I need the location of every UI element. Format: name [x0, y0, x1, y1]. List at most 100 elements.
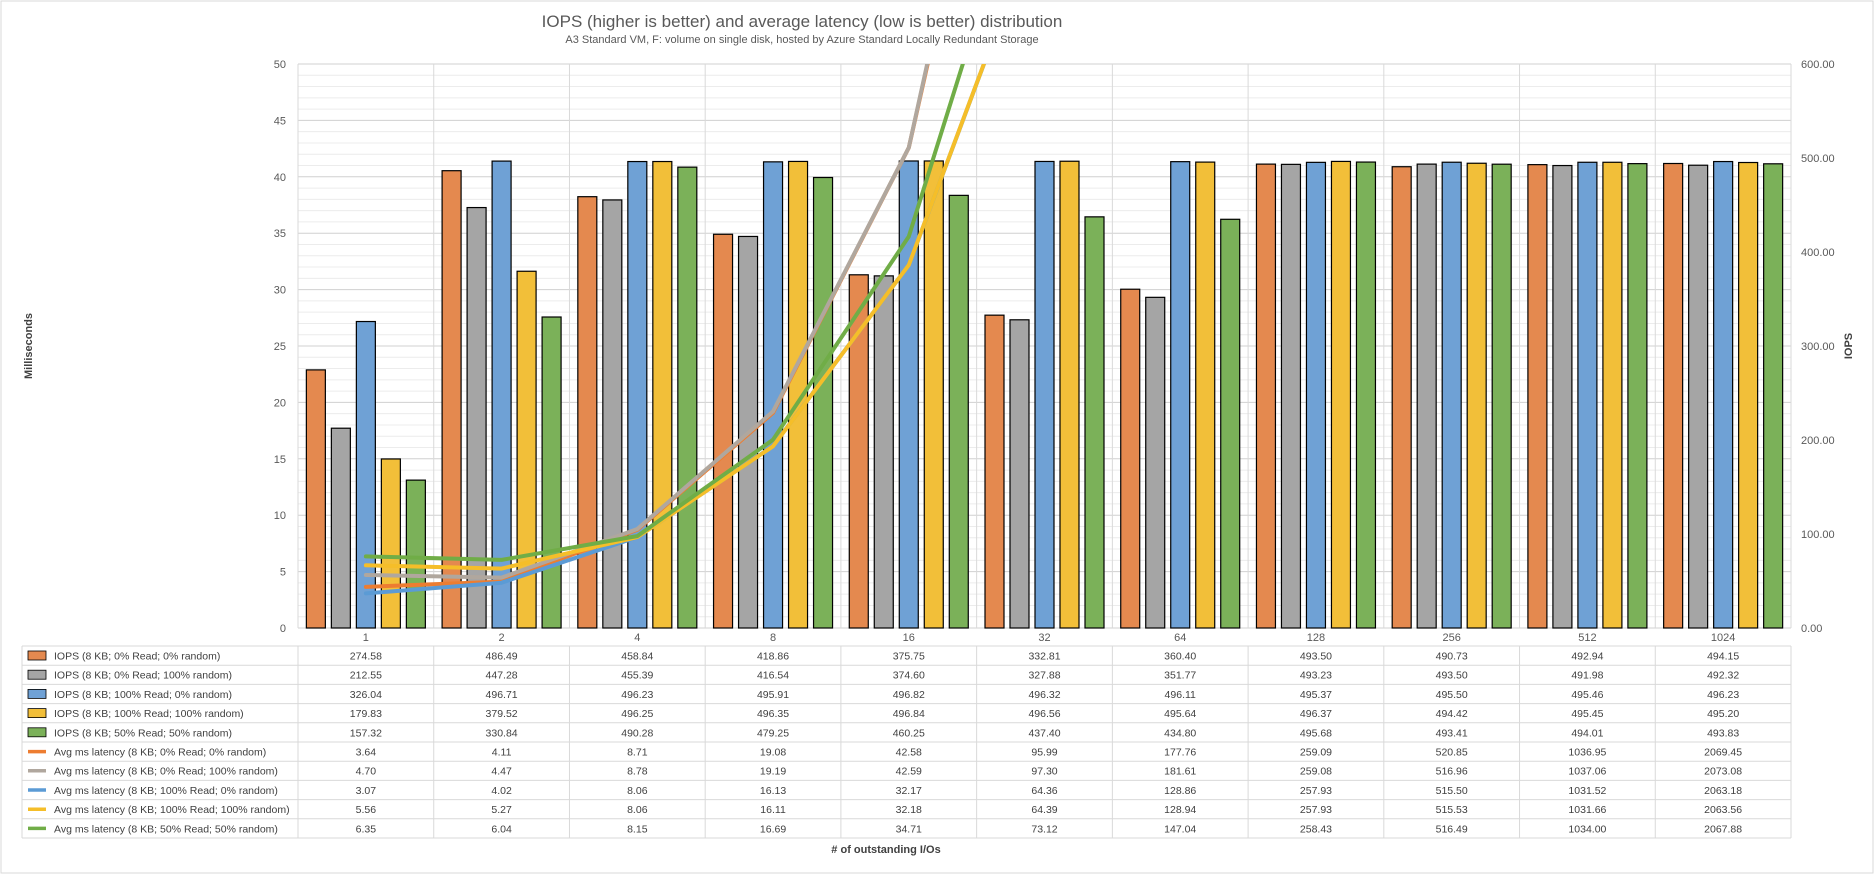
table-cell: 64.39	[1031, 804, 1057, 816]
table-cell: 64.36	[1031, 785, 1057, 797]
table-cell: 496.84	[893, 708, 925, 720]
table-row-label: IOPS (8 KB; 50% Read; 50% random)	[54, 727, 232, 739]
bar	[577, 196, 598, 629]
table-row-label: Avg ms latency (8 KB; 100% Read; 100% ra…	[54, 804, 290, 816]
table-row-label: Avg ms latency (8 KB; 50% Read; 50% rand…	[54, 823, 278, 835]
y-right-tick-label: 100.00	[1801, 529, 1835, 541]
x-category-label: 256	[1443, 632, 1461, 644]
chart-subtitle: A3 Standard VM, F: volume on single disk…	[565, 34, 1038, 46]
table-cell: 97.30	[1031, 766, 1057, 778]
bar	[1305, 161, 1327, 629]
bar	[355, 320, 376, 629]
table-cell: 42.59	[896, 766, 922, 778]
bar	[1170, 161, 1191, 629]
x-category-label: 128	[1307, 632, 1325, 644]
x-category-label: 16	[903, 632, 915, 644]
table-cell: 8.71	[627, 747, 648, 759]
table-cell: 516.49	[1436, 823, 1468, 835]
legend-swatch	[27, 708, 47, 718]
table-cell: 73.12	[1031, 823, 1057, 835]
table-cell: 32.17	[896, 785, 922, 797]
table-cell: 16.69	[760, 823, 786, 835]
table-cell: 257.93	[1300, 804, 1332, 816]
bar	[652, 160, 673, 629]
x-category-label: 512	[1578, 632, 1596, 644]
bar	[1034, 160, 1055, 629]
table-cell: 5.27	[491, 804, 512, 816]
table-cell: 4.47	[491, 766, 512, 778]
table-cell: 496.71	[486, 689, 518, 701]
table-cell: 212.55	[350, 670, 382, 682]
table-cell: 6.35	[356, 823, 377, 835]
table-cell: 496.23	[621, 689, 653, 701]
bar	[712, 233, 734, 629]
table-cell: 495.68	[1300, 727, 1332, 739]
table-cell: 6.04	[491, 823, 512, 835]
x-category-label: 64	[1174, 632, 1186, 644]
table-cell: 8.15	[627, 823, 648, 835]
table-cell: 4.02	[491, 785, 512, 797]
table-cell: 5.56	[356, 804, 377, 816]
y-left-tick-label: 25	[274, 341, 286, 353]
table-cell: 496.11	[1165, 689, 1196, 701]
table-cell: 1037.06	[1568, 766, 1606, 778]
table-cell: 181.61	[1164, 766, 1196, 778]
bar	[1330, 160, 1352, 629]
latency-line	[363, 64, 987, 596]
table-cell: 351.77	[1164, 670, 1196, 682]
axes: 051015202530354045500.00100.00200.00300.…	[274, 59, 1835, 635]
bar	[1527, 164, 1548, 629]
table-cell: 515.53	[1436, 804, 1468, 816]
bar	[948, 194, 969, 629]
table-cell: 493.83	[1707, 727, 1739, 739]
y-left-tick-label: 0	[280, 623, 286, 635]
bar	[677, 166, 698, 629]
bar	[898, 160, 919, 629]
table-cell: 257.93	[1300, 785, 1332, 797]
table-cell: 496.32	[1028, 689, 1060, 701]
table-row-label: IOPS (8 KB; 0% Read; 0% random)	[54, 651, 220, 663]
y-right-tick-label: 400.00	[1801, 247, 1835, 259]
table-cell: 8.06	[627, 804, 648, 816]
bar	[1602, 161, 1623, 629]
table-row-label: IOPS (8 KB; 100% Read; 100% random)	[54, 708, 244, 720]
table-cell: 3.07	[356, 785, 377, 797]
bar	[1627, 163, 1648, 629]
y-left-tick-label: 45	[274, 115, 286, 127]
table-cell: 34.71	[896, 823, 922, 835]
table-cell: 4.70	[356, 766, 377, 778]
bar	[1009, 319, 1030, 629]
table-cell: 495.45	[1571, 708, 1603, 720]
table-cell: 16.13	[760, 785, 786, 797]
table-cell: 494.01	[1571, 727, 1603, 739]
table-cell: 147.04	[1164, 823, 1196, 835]
bar	[1763, 163, 1784, 629]
table-cell: 379.52	[486, 708, 518, 720]
table-cell: 157.32	[350, 727, 382, 739]
y-left-tick-label: 40	[274, 172, 286, 184]
table-cell: 491.98	[1571, 670, 1603, 682]
bar	[1577, 161, 1598, 629]
table-cell: 1034.00	[1568, 823, 1606, 835]
table-cell: 460.25	[893, 727, 925, 739]
bar	[516, 270, 537, 629]
table-cell: 520.85	[1436, 747, 1468, 759]
table-cell: 326.04	[350, 689, 382, 701]
table-cell: 493.50	[1436, 670, 1468, 682]
table-cell: 496.82	[893, 689, 925, 701]
y-left-axis-title: Milliseconds	[23, 313, 35, 379]
table-row-label: Avg ms latency (8 KB; 0% Read; 100% rand…	[54, 766, 278, 778]
x-category-label: 32	[1038, 632, 1050, 644]
table-cell: 2069.45	[1704, 747, 1742, 759]
bar	[848, 274, 869, 629]
x-category-label: 1	[363, 632, 369, 644]
table-cell: 492.94	[1571, 651, 1603, 663]
table-cell: 492.32	[1707, 670, 1739, 682]
y-left-tick-label: 10	[274, 510, 286, 522]
table-cell: 128.86	[1164, 785, 1196, 797]
table-cell: 3.64	[356, 747, 377, 759]
table-cell: 1031.66	[1568, 804, 1606, 816]
bar	[380, 458, 401, 629]
chart-title: IOPS (higher is better) and average late…	[542, 12, 1063, 31]
